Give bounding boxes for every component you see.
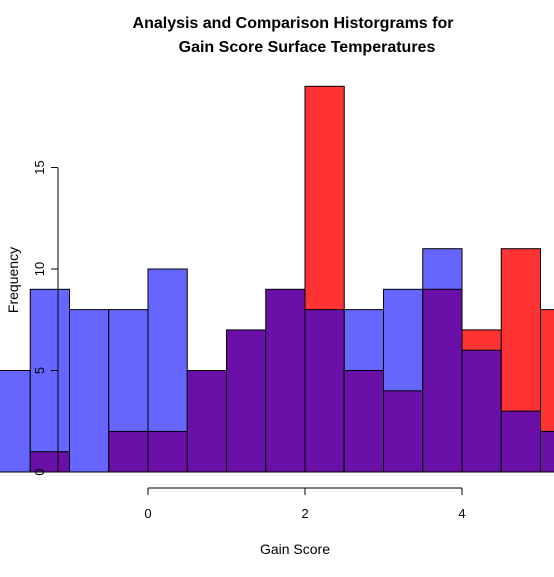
y-tick-label: 5 xyxy=(32,367,47,374)
chart-title-line-1: Analysis and Comparison Historgrams for xyxy=(133,15,454,32)
bar-overlap xyxy=(422,288,463,473)
x-axis-label: Gain Score xyxy=(260,541,330,557)
bar-overlap xyxy=(343,370,384,473)
bar-overlap xyxy=(304,309,345,473)
bar-blue xyxy=(29,288,70,473)
x-tick-label: 4 xyxy=(458,506,465,521)
bar-overlap xyxy=(108,430,149,473)
y-axis-label: Frequency xyxy=(5,247,21,313)
y-tick-label: 10 xyxy=(32,262,47,276)
x-axis-ticks: 02468 xyxy=(144,488,466,521)
bar-overlap xyxy=(265,288,306,473)
x-tick-label: 0 xyxy=(144,506,151,521)
bar-overlap xyxy=(383,390,424,473)
bar-blue xyxy=(69,309,110,473)
y-tick-label: 0 xyxy=(32,468,47,475)
bar-overlap xyxy=(147,430,188,473)
y-axis-ticks: 0 5 10 15 xyxy=(32,160,58,476)
bars-layer xyxy=(0,85,554,473)
bar-overlap xyxy=(186,370,227,473)
bar-blue xyxy=(0,370,31,473)
bar-overlap xyxy=(461,349,502,473)
bar-overlap xyxy=(226,329,267,473)
bar-overlap xyxy=(540,430,554,473)
chart-title-line-2: Gain Score Surface Temperatures xyxy=(179,39,436,56)
bar-overlap xyxy=(500,410,541,473)
y-tick-label: 15 xyxy=(32,160,47,174)
x-tick-label: 2 xyxy=(301,506,308,521)
